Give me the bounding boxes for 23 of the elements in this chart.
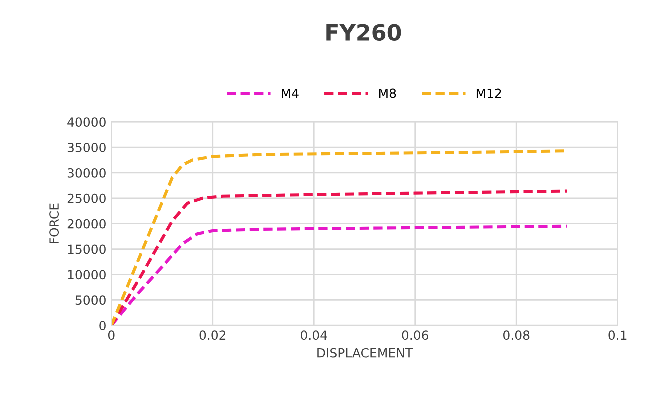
y-tick-label: 5000 (76, 296, 106, 306)
y-tick-label: 30000 (68, 168, 106, 178)
legend-label: M12 (476, 88, 502, 98)
line-series (112, 224, 569, 326)
y-tick-label: 15000 (68, 244, 106, 254)
y-tick-label: 35000 (68, 143, 106, 152)
x-tick-label: 0.02 (200, 330, 226, 340)
y-tick-label: 25000 (68, 194, 106, 204)
chart-title: FY260 (326, 24, 402, 42)
line-series (112, 190, 569, 326)
legend-label: M8 (379, 88, 396, 98)
x-tick-label: 0.04 (301, 330, 328, 340)
x-axis-title: DISPLACEMENT (318, 348, 414, 358)
y-tick-label: 20000 (68, 219, 106, 229)
y-tick-label: 0 (100, 321, 106, 331)
legend-label: M4 (282, 88, 299, 98)
y-tick-label: 10000 (68, 270, 106, 280)
x-tick-label: 0.08 (504, 330, 530, 340)
x-tick-label: 0 (108, 330, 115, 340)
y-axis-title: FORCE (50, 204, 60, 244)
y-tick-label: 40000 (68, 118, 106, 128)
x-tick-label: 0.1 (608, 330, 627, 340)
x-tick-label: 0.06 (402, 330, 428, 340)
